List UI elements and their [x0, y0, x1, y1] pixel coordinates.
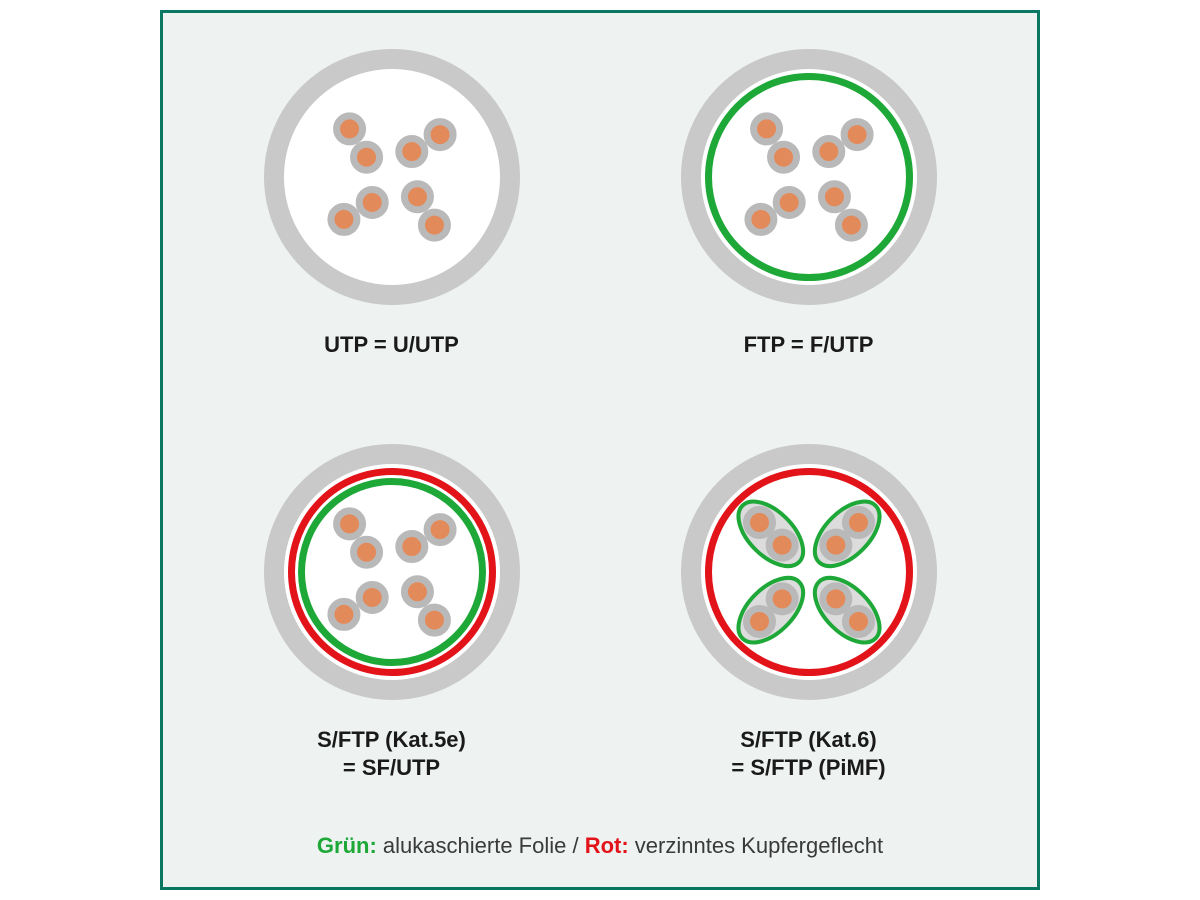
legend-red-label: Rot:	[585, 833, 629, 858]
cable-utp	[252, 37, 532, 317]
label-sftp6: S/FTP (Kat.6) = S/FTP (PiMF)	[731, 726, 885, 781]
cable-grid: UTP = U/UTP FTP = F/UTP S/FTP (Kat.5e) = S…	[163, 37, 1037, 797]
label-utp: UTP = U/UTP	[324, 331, 459, 359]
legend: Grün: alukaschierte Folie / Rot: verzinn…	[163, 833, 1037, 859]
diagram-frame: UTP = U/UTP FTP = F/UTP S/FTP (Kat.5e) = S…	[160, 10, 1040, 890]
legend-red-text: verzinntes Kupfergeflecht	[629, 833, 883, 858]
cable-sftp6	[669, 432, 949, 712]
label-ftp: FTP = F/UTP	[744, 331, 874, 359]
legend-separator: /	[572, 833, 584, 858]
label-sftp5e: S/FTP (Kat.5e) = SF/UTP	[317, 726, 466, 781]
legend-green-text: alukaschierte Folie	[377, 833, 573, 858]
cell-ftp: FTP = F/UTP	[620, 37, 997, 402]
cell-sftp5e: S/FTP (Kat.5e) = SF/UTP	[203, 432, 580, 797]
cable-ftp	[669, 37, 949, 317]
legend-green-label: Grün:	[317, 833, 377, 858]
cable-sftp5e	[252, 432, 532, 712]
cell-utp: UTP = U/UTP	[203, 37, 580, 402]
cell-sftp6: S/FTP (Kat.6) = S/FTP (PiMF)	[620, 432, 997, 797]
